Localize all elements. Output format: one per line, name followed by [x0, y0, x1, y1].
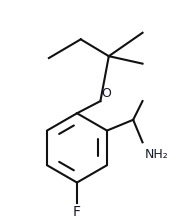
Text: F: F [73, 205, 81, 219]
Text: O: O [101, 87, 111, 100]
Text: NH₂: NH₂ [144, 148, 168, 161]
